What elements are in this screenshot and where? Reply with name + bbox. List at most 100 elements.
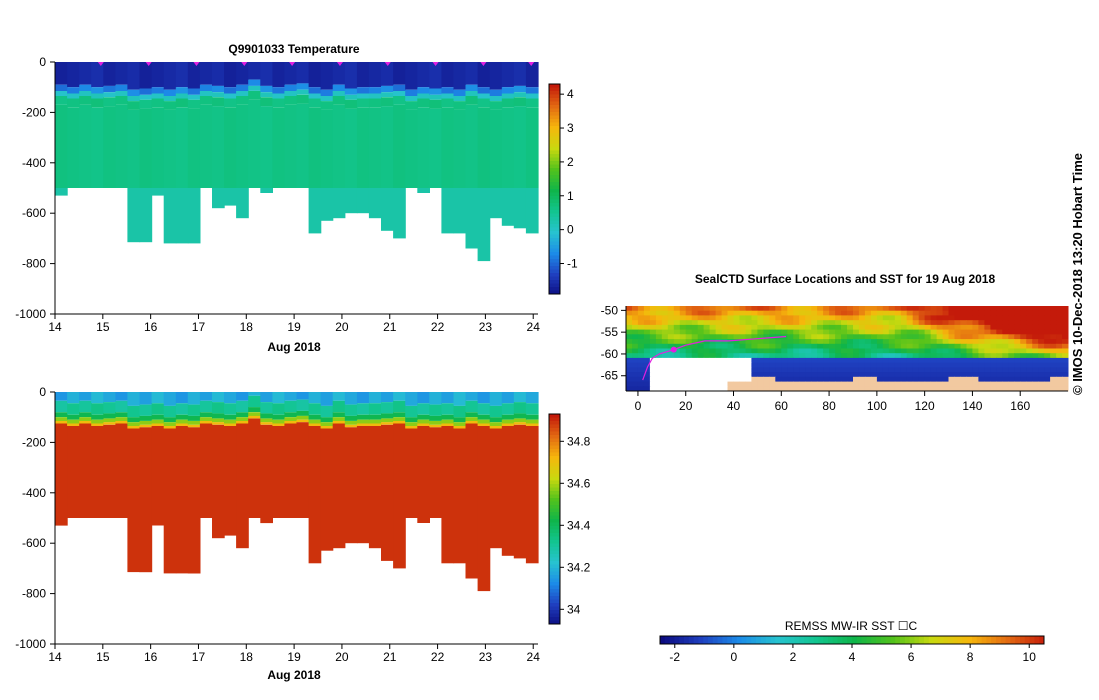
sst-cell	[990, 334, 997, 340]
sst-cell	[733, 329, 740, 335]
profile-cell	[187, 99, 201, 109]
x-tick-label: 18	[240, 320, 254, 334]
profile-cell	[417, 392, 430, 404]
y-tick-label: -400	[22, 156, 46, 170]
colorbar-segment	[549, 606, 560, 611]
profile-cell	[489, 392, 503, 406]
profile-cell	[417, 98, 430, 108]
sst-cell	[900, 339, 908, 345]
sst-cell	[709, 343, 717, 349]
sst-cell	[811, 334, 818, 340]
colorbar-segment	[549, 452, 560, 457]
profile-cell	[525, 62, 539, 88]
sst-cell	[1014, 339, 1021, 345]
y-tick-label: -600	[22, 536, 46, 550]
sst-cell	[870, 376, 878, 382]
sst-cell	[769, 310, 776, 316]
sst-cell	[876, 348, 884, 354]
profile-cell	[212, 424, 225, 539]
profile-cell	[489, 89, 503, 96]
sst-cell	[799, 367, 806, 373]
sst-cell	[876, 339, 884, 345]
sst-cell	[930, 381, 938, 387]
profile-cell	[501, 107, 515, 188]
sst-cell	[1050, 315, 1057, 321]
sst-cell	[691, 329, 699, 335]
profile-cell	[513, 422, 527, 425]
sst-cell	[841, 348, 848, 354]
sst-colorbar-segment	[1034, 636, 1040, 644]
profile-cell	[525, 98, 539, 108]
profile-cell	[381, 424, 394, 561]
sst-cell	[655, 376, 663, 382]
sst-cell	[996, 334, 1003, 340]
sst-cell	[1026, 329, 1033, 335]
sst-cell	[972, 306, 979, 312]
sst-cell	[697, 367, 705, 373]
sst-cell	[906, 372, 914, 378]
sst-cell	[972, 320, 979, 326]
sst-cell	[882, 357, 890, 364]
sst-cell	[817, 357, 824, 364]
sst-cell	[858, 386, 866, 392]
sst-cell	[966, 362, 973, 368]
profile-cell	[368, 188, 382, 219]
sst-cell	[781, 329, 788, 335]
profile-cell	[489, 101, 503, 110]
sst-cell	[745, 306, 752, 312]
sst-cell	[1026, 310, 1033, 316]
sst-cell	[751, 315, 758, 321]
sst-cell	[1002, 310, 1009, 316]
profile-cell	[453, 188, 467, 234]
sst-cell	[906, 306, 914, 312]
sst-cell	[936, 334, 944, 340]
sst-cell	[1002, 376, 1009, 382]
salinity-colorbar: 34.834.634.434.234	[548, 413, 591, 625]
sst-cell	[709, 381, 717, 387]
sst-cell	[972, 367, 979, 373]
sst-cell	[751, 367, 758, 373]
sst-cell	[799, 334, 806, 340]
profile-cell	[212, 85, 225, 93]
sst-cell	[787, 324, 794, 331]
sst-cell	[1032, 353, 1039, 359]
sst-colorbar-segment	[832, 636, 839, 644]
profile-cell	[417, 423, 430, 426]
sst-colorbar-segment	[722, 636, 728, 644]
sst-cell	[990, 324, 997, 331]
sst-cell	[685, 339, 693, 345]
sst-cell	[966, 372, 973, 378]
profile-cell	[356, 419, 370, 424]
sst-cell	[960, 339, 967, 345]
sst-colorbar-segment	[679, 636, 685, 644]
sst-cell	[936, 357, 944, 364]
sst-cell	[835, 324, 842, 331]
sst-colorbar-segment	[794, 636, 800, 644]
profile-cell	[272, 414, 286, 420]
sst-cell	[721, 310, 729, 316]
profile-cell	[55, 400, 68, 413]
sst-cell	[793, 367, 800, 373]
profile-cell	[441, 93, 455, 99]
sst-cell	[1038, 329, 1045, 335]
sst-cell	[1032, 343, 1039, 349]
profile-cell	[224, 107, 237, 188]
sst-cell	[894, 376, 902, 382]
sst-cell	[870, 343, 878, 349]
sst-cell	[954, 381, 961, 387]
sst-cell	[649, 343, 657, 349]
sst-cell	[853, 381, 860, 387]
sst-cell	[900, 367, 908, 373]
sst-cell	[781, 324, 788, 331]
sst-cell	[805, 362, 812, 368]
sst-cell	[721, 320, 729, 326]
sst-cell	[745, 324, 752, 331]
sst-cell	[805, 386, 812, 392]
sst-cell	[858, 357, 866, 364]
profile-cell	[453, 392, 467, 406]
sst-cell	[984, 386, 991, 392]
x-tick-label: 21	[383, 650, 397, 664]
sst-cell	[924, 315, 932, 321]
colorbar-segment	[549, 491, 560, 495]
sst-cell	[942, 334, 950, 340]
